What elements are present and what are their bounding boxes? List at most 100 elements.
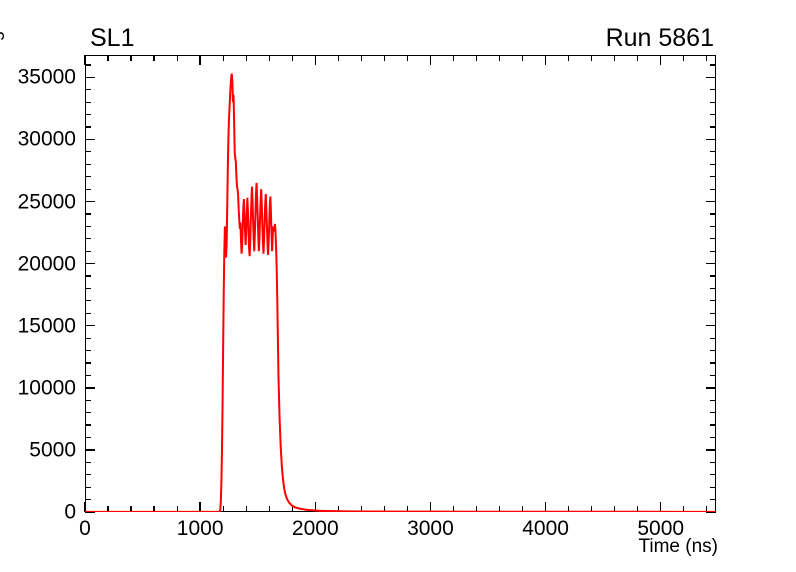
y-tick-label: 25000 bbox=[17, 190, 76, 214]
x-tick-label: 0 bbox=[79, 517, 91, 540]
y-tick-major-right bbox=[706, 449, 716, 451]
x-tick-minor-top bbox=[176, 55, 178, 61]
y-tick-minor-right bbox=[710, 114, 716, 116]
x-tick-minor bbox=[591, 506, 593, 512]
y-tick-label: 30000 bbox=[17, 127, 76, 151]
y-tick-major-right bbox=[706, 138, 716, 141]
y-tick-minor-right bbox=[710, 163, 716, 165]
x-tick-minor-top bbox=[591, 55, 593, 61]
histogram-plot-area bbox=[85, 73, 716, 512]
y-tick-minor bbox=[85, 349, 91, 352]
x-tick-minor-top bbox=[153, 55, 155, 61]
y-tick-minor-right bbox=[710, 126, 716, 128]
y-tick-minor bbox=[85, 64, 91, 66]
x-tick-minor bbox=[107, 506, 109, 512]
x-tick-minor-top bbox=[568, 55, 570, 61]
y-tick-minor-right bbox=[710, 287, 716, 290]
x-tick-minor-top bbox=[130, 55, 132, 61]
x-tick-label: 4000 bbox=[522, 517, 569, 540]
x-tick-minor-top bbox=[498, 55, 501, 61]
y-tick-label: 20000 bbox=[17, 252, 76, 276]
x-axis-title: Time (ns) bbox=[638, 536, 718, 557]
x-tick-minor-top bbox=[107, 55, 109, 61]
y-tick-label: 0 bbox=[64, 500, 76, 524]
data-series-digis bbox=[85, 73, 716, 512]
x-tick-label: 5000 bbox=[637, 517, 685, 540]
y-tick-minor-right bbox=[710, 337, 716, 339]
y-tick-minor-right bbox=[710, 349, 716, 352]
y-tick-minor bbox=[85, 188, 91, 190]
x-tick-minor-top bbox=[222, 55, 224, 61]
x-tick-minor-top bbox=[637, 55, 639, 61]
x-tick-minor-top bbox=[245, 55, 247, 61]
y-tick-label: 5000 bbox=[29, 438, 76, 462]
y-tick-minor-right bbox=[710, 176, 716, 178]
y-tick-minor bbox=[85, 412, 91, 414]
y-tick-minor bbox=[85, 337, 91, 339]
x-tick-minor bbox=[452, 506, 455, 512]
y-tick-minor bbox=[85, 461, 91, 463]
y-tick-major bbox=[85, 262, 95, 265]
y-tick-minor-right bbox=[710, 374, 716, 376]
x-tick-minor bbox=[406, 506, 408, 512]
y-tick-minor-right bbox=[710, 436, 716, 439]
x-tick-major-top bbox=[199, 55, 201, 65]
x-tick-minor-top bbox=[706, 55, 708, 61]
x-tick-minor bbox=[245, 506, 247, 512]
y-tick-minor-right bbox=[710, 188, 716, 190]
y-tick-label: 35000 bbox=[17, 65, 76, 89]
x-tick-minor-top bbox=[268, 55, 270, 61]
y-tick-minor-right bbox=[710, 424, 716, 426]
y-tick-major bbox=[85, 76, 95, 79]
x-tick-minor bbox=[637, 506, 639, 512]
y-tick-major-right bbox=[706, 325, 716, 327]
x-tick-minor-top bbox=[614, 55, 616, 61]
y-tick-minor bbox=[85, 399, 91, 401]
y-tick-minor-right bbox=[710, 486, 716, 488]
y-tick-major bbox=[85, 138, 95, 141]
x-tick-minor-top bbox=[406, 55, 408, 61]
y-tick-minor bbox=[85, 101, 91, 103]
y-tick-major bbox=[85, 387, 95, 389]
page-title: SL1 bbox=[90, 24, 135, 52]
y-tick-minor bbox=[85, 89, 91, 91]
y-tick-label: 15000 bbox=[17, 314, 76, 338]
x-tick-minor bbox=[475, 506, 478, 512]
x-tick-minor bbox=[130, 506, 132, 512]
y-tick-minor bbox=[85, 126, 91, 128]
x-tick-major-top bbox=[544, 55, 547, 65]
x-tick-major bbox=[429, 502, 432, 512]
x-tick-major bbox=[544, 502, 547, 512]
x-tick-minor bbox=[706, 506, 708, 512]
y-tick-minor-right bbox=[710, 101, 716, 103]
x-tick-major bbox=[660, 502, 662, 512]
y-tick-major bbox=[85, 449, 95, 451]
y-tick-major bbox=[85, 200, 95, 203]
x-tick-minor bbox=[360, 506, 362, 512]
y-tick-minor-right bbox=[710, 238, 716, 240]
x-tick-major-top bbox=[314, 55, 316, 65]
y-tick-minor-right bbox=[710, 300, 716, 302]
x-tick-minor-top bbox=[383, 55, 385, 61]
y-tick-minor bbox=[85, 474, 91, 476]
y-tick-minor-right bbox=[710, 312, 716, 314]
y-tick-minor-right bbox=[710, 461, 716, 463]
y-tick-label: 10000 bbox=[17, 376, 76, 400]
y-tick-minor-right bbox=[710, 412, 716, 414]
x-tick-minor bbox=[383, 506, 385, 512]
x-tick-minor-top bbox=[452, 55, 455, 61]
y-tick-major-right bbox=[706, 262, 716, 265]
y-tick-minor bbox=[85, 486, 91, 488]
x-tick-minor-top bbox=[683, 55, 685, 61]
x-tick-minor bbox=[268, 506, 270, 512]
y-tick-minor bbox=[85, 374, 91, 376]
x-tick-minor bbox=[222, 506, 224, 512]
y-tick-minor-right bbox=[710, 362, 716, 364]
y-tick-minor bbox=[85, 300, 91, 302]
x-tick-major-top bbox=[660, 55, 662, 65]
y-tick-major bbox=[85, 325, 95, 327]
y-tick-minor bbox=[85, 176, 91, 178]
x-tick-minor-top bbox=[475, 55, 478, 61]
y-tick-minor-right bbox=[710, 225, 716, 227]
x-tick-label: 3000 bbox=[407, 517, 454, 540]
